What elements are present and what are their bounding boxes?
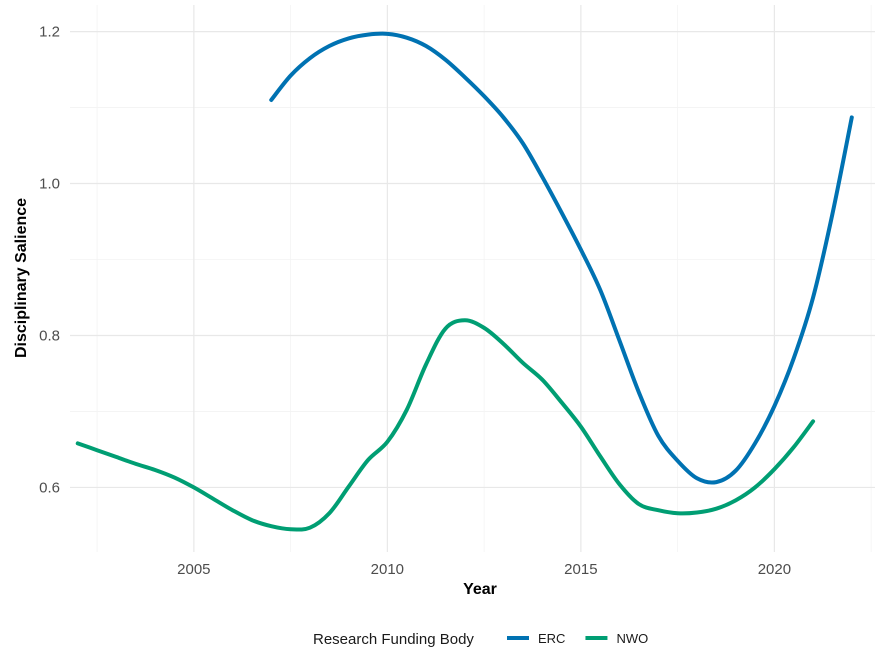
series-line-erc [269, 31, 854, 485]
legend: Research Funding Body ERC NWO [313, 631, 648, 648]
legend-label-nwo: NWO [616, 631, 648, 646]
legend-title: Research Funding Body [313, 631, 474, 648]
x-tick-label: 2010 [371, 561, 404, 578]
x-tick-label: 2020 [758, 561, 791, 578]
series-line-nwo [75, 318, 816, 532]
y-axis-tick-labels: 0.6 0.8 1.0 1.2 [39, 24, 60, 497]
y-tick-label: 0.6 [39, 479, 60, 496]
legend-item-erc: ERC [507, 631, 565, 646]
y-axis-title: Disciplinary Salience [13, 198, 30, 358]
legend-items: ERC NWO [507, 631, 648, 646]
x-tick-label: 2005 [177, 561, 210, 578]
x-axis-tick-labels: 2005 2010 2015 2020 [177, 561, 791, 578]
y-tick-label: 1.2 [39, 24, 60, 41]
x-tick-label: 2015 [564, 561, 597, 578]
y-tick-label: 1.0 [39, 176, 60, 193]
legend-label-erc: ERC [538, 631, 565, 646]
x-axis-title: Year [463, 581, 497, 598]
grid [70, 5, 875, 552]
y-tick-label: 0.8 [39, 327, 60, 344]
series-lines [75, 31, 854, 532]
legend-item-nwo: NWO [585, 631, 648, 646]
